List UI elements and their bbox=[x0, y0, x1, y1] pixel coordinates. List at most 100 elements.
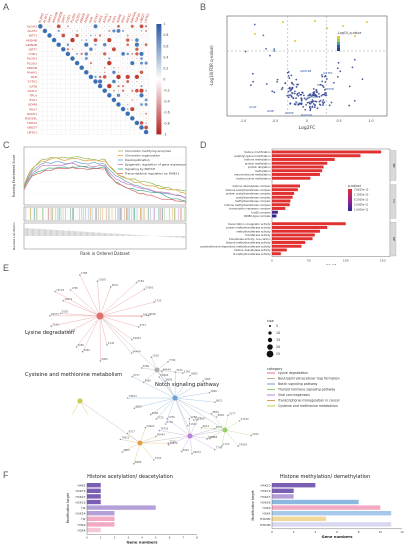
heatmap-cell bbox=[104, 35, 106, 36]
network-node bbox=[209, 437, 211, 440]
go-category-label: histone methyltransferase activity bbox=[226, 241, 271, 245]
volcano-point bbox=[292, 97, 295, 100]
histone-bar bbox=[272, 511, 392, 516]
heatmap-row-label: KDM8 bbox=[28, 103, 37, 107]
network-node-label: 29072 bbox=[51, 312, 59, 316]
heatmap-cell bbox=[139, 51, 144, 56]
network-hub bbox=[154, 367, 160, 373]
volcano-point bbox=[282, 21, 284, 23]
volcano-point bbox=[265, 83, 268, 85]
heatmap-cell bbox=[53, 34, 55, 37]
network-edge bbox=[51, 315, 101, 327]
histone-category-label: H3K4M bbox=[260, 523, 271, 527]
volcano-annotation: GNB bbox=[267, 109, 274, 113]
heatmap-row-label: KAT8 bbox=[30, 84, 38, 88]
network-node bbox=[75, 346, 78, 348]
histone-category-label: H3K79 bbox=[261, 489, 271, 493]
volcano-point bbox=[311, 106, 314, 109]
volcano-point bbox=[314, 100, 317, 103]
heatmap-cell bbox=[103, 71, 106, 74]
network-edge bbox=[224, 429, 252, 436]
heatmap-cell bbox=[134, 120, 140, 126]
colorbar-tick: -0.2 bbox=[163, 88, 169, 92]
network-edge bbox=[60, 313, 101, 317]
heatmap-col-label: TPLA bbox=[106, 14, 113, 24]
heatmap-cell bbox=[141, 76, 142, 78]
colorbar-tick: 0.4 bbox=[163, 55, 168, 59]
network-edge bbox=[82, 315, 101, 352]
network-node bbox=[238, 420, 241, 422]
network-node bbox=[59, 312, 62, 315]
heatmap-cell bbox=[104, 81, 106, 82]
network-node-label: 84444 bbox=[133, 349, 141, 353]
heatmap-cell bbox=[94, 43, 97, 46]
heatmap-row-label: LMTK1 bbox=[27, 130, 37, 134]
heatmap-cell bbox=[111, 97, 117, 103]
colorbar-tick: -0.6 bbox=[163, 111, 169, 115]
histone-category-label: H3K4 bbox=[77, 528, 85, 532]
go-xlabel: Count bbox=[326, 264, 337, 266]
go-legend-title: p.adjust bbox=[348, 184, 362, 188]
size-legend-value: 10 bbox=[276, 331, 280, 335]
histone-xtick: 3 bbox=[127, 535, 129, 539]
volcano-point bbox=[305, 98, 307, 101]
go-legend-value: 1.2500e-10 bbox=[354, 193, 369, 197]
heatmap-cell bbox=[139, 125, 144, 130]
network-edge bbox=[168, 435, 191, 445]
network-node-label: 9070 bbox=[216, 425, 223, 429]
network-node-label: 84444 bbox=[163, 367, 171, 371]
histone-bar bbox=[272, 499, 359, 505]
histone-bar bbox=[272, 516, 327, 521]
heatmap-cell bbox=[99, 71, 101, 73]
network-edge bbox=[174, 397, 215, 403]
heatmap-col-label: ARID4B bbox=[51, 11, 59, 23]
volcano-point bbox=[289, 87, 291, 90]
heatmap-cell bbox=[139, 88, 144, 93]
go-category-label: histone methyltransferase complex bbox=[224, 203, 270, 207]
network-node bbox=[119, 438, 122, 441]
heatmap-row-label: PRKCB bbox=[27, 66, 37, 70]
heatmap-cell bbox=[107, 93, 112, 98]
heatmap-cell bbox=[112, 79, 116, 84]
go-category-label: protein acetyltransferase complex bbox=[226, 192, 271, 196]
heatmap-cell bbox=[76, 44, 78, 46]
heatmap-col-label: LMTK1 bbox=[143, 13, 150, 24]
volcano-point bbox=[322, 102, 325, 105]
heatmap-cell bbox=[122, 29, 125, 32]
go-xtick: 50 bbox=[307, 259, 311, 263]
histone-xlabel: Gene numbers bbox=[126, 539, 158, 544]
volcano-legend-title: -Log10_q-value bbox=[337, 31, 361, 35]
heatmap-cell bbox=[108, 57, 111, 60]
network-node bbox=[221, 444, 223, 447]
go-legend-value: 2.6625e-10 bbox=[354, 188, 369, 192]
volcano-annotation: GAPDH bbox=[309, 95, 320, 99]
heatmap-cell bbox=[76, 30, 78, 32]
network-edge bbox=[159, 376, 176, 399]
network-node bbox=[196, 419, 198, 422]
network-node bbox=[133, 462, 135, 465]
heatmap-cell bbox=[139, 93, 144, 98]
volcano-point bbox=[297, 94, 300, 97]
volcano-point bbox=[289, 89, 292, 92]
volcano-point bbox=[315, 95, 317, 98]
heatmap-cell bbox=[102, 75, 107, 79]
heatmap-cell bbox=[130, 24, 134, 28]
go-legend-value: 5.0000e-11 bbox=[354, 203, 369, 207]
volcano-point bbox=[293, 90, 296, 93]
network-edge bbox=[99, 315, 139, 328]
volcano-point bbox=[319, 104, 322, 106]
heatmap-cell bbox=[95, 48, 96, 50]
heatmap-cell bbox=[94, 34, 97, 37]
network-edge bbox=[99, 282, 137, 317]
go-bar bbox=[272, 226, 328, 229]
heatmap-row-label: RAD54L bbox=[25, 116, 37, 120]
go-legend-value: 1.0000e-12 bbox=[354, 208, 369, 212]
volcano-point bbox=[323, 101, 326, 104]
go-bar bbox=[272, 203, 290, 207]
histone-bar bbox=[87, 516, 115, 521]
network-edge bbox=[224, 420, 240, 431]
histone-bar bbox=[87, 488, 101, 493]
histone-bar bbox=[272, 505, 381, 510]
histone-xtick: 0 bbox=[86, 535, 88, 539]
